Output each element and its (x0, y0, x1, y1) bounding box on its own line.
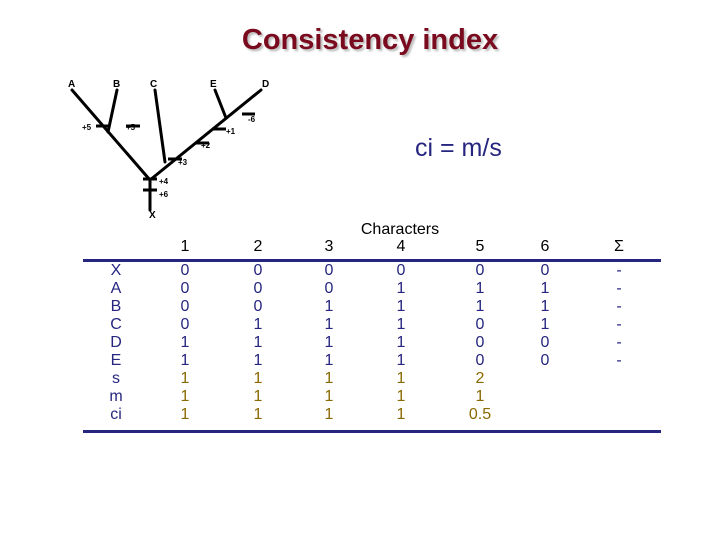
table-cell: 0 (324, 262, 334, 279)
row-label: ci (110, 406, 122, 423)
taxon-label: B (113, 79, 120, 90)
row-label: m (109, 388, 123, 405)
tree-branch-d (148, 88, 263, 182)
table-cell: 1 (396, 316, 406, 333)
characters-label: Characters (360, 221, 440, 238)
table-cell: 1 (180, 334, 190, 351)
table-cell: 1 (540, 316, 550, 333)
table-top-rule (83, 259, 661, 262)
row-label: C (110, 316, 122, 333)
column-header: 3 (324, 238, 334, 255)
table-cell: 0 (180, 280, 190, 297)
table-cell: 0 (540, 262, 550, 279)
table-cell: 0 (396, 262, 406, 279)
table-cell: 1 (180, 352, 190, 369)
table-cell: 1 (540, 298, 550, 315)
row-label: B (110, 298, 122, 315)
table-cell: - (616, 280, 622, 297)
table-cell: 1 (396, 352, 406, 369)
column-header: Σ (614, 238, 624, 255)
table-cell: 0 (540, 334, 550, 351)
table-cell: 1 (540, 280, 550, 297)
column-header: 2 (253, 238, 263, 255)
table-cell: 1 (396, 298, 406, 315)
taxon-label: C (150, 79, 157, 90)
table-cell: 1 (396, 406, 406, 423)
table-cell: 1 (475, 280, 485, 297)
row-label: X (110, 262, 122, 279)
table-cell: 1 (475, 388, 485, 405)
tree-branch-c (153, 88, 167, 164)
column-header: 6 (540, 238, 550, 255)
table-cell: 1 (180, 406, 190, 423)
table-cell: 1 (253, 334, 263, 351)
taxon-label: E (210, 79, 217, 90)
change-label: +6 (159, 190, 169, 199)
table-cell: 1 (180, 370, 190, 387)
taxon-label: D (262, 79, 269, 90)
table-cell: - (616, 352, 622, 369)
table-cell: 0 (253, 280, 263, 297)
change-label: +2 (201, 141, 211, 150)
table-cell: 0 (180, 262, 190, 279)
table-cell: - (616, 298, 622, 315)
table-cell: 1 (253, 316, 263, 333)
table-cell: 1 (396, 280, 406, 297)
table-cell: - (616, 262, 622, 279)
table-cell: 1 (324, 298, 334, 315)
table-cell: 0 (475, 352, 485, 369)
table-cell: 0 (180, 298, 190, 315)
table-cell: 1 (396, 388, 406, 405)
table-cell: 1 (475, 298, 485, 315)
tree-branch-e (213, 88, 228, 120)
table-cell: - (616, 334, 622, 351)
table-cell: 1 (324, 316, 334, 333)
change-label: +5 (126, 123, 136, 132)
phylogenetic-tree: A B C E D X +5 +5 -6 +1 +2 +3 +4 +6 (68, 79, 269, 221)
table-cell: 1 (396, 334, 406, 351)
table-cell: 1 (324, 352, 334, 369)
table-cell: 0 (475, 262, 485, 279)
change-label: +3 (178, 158, 188, 167)
change-label: +4 (159, 177, 169, 186)
row-label: s (112, 370, 120, 387)
table-cell: 0.5 (468, 406, 492, 423)
table-cell: 0 (324, 280, 334, 297)
change-label: +5 (82, 123, 92, 132)
row-label: A (110, 280, 122, 297)
page-title: Consistency index (241, 24, 499, 56)
taxon-label: A (68, 79, 75, 90)
table-cell: 1 (324, 388, 334, 405)
table-cell: - (616, 316, 622, 333)
change-label: +1 (226, 127, 236, 136)
table-cell: 0 (253, 262, 263, 279)
table-cell: 1 (253, 406, 263, 423)
table-cell: 1 (324, 334, 334, 351)
tree-branch-a (70, 88, 152, 182)
table-cell: 1 (180, 388, 190, 405)
table-cell: 1 (253, 352, 263, 369)
column-header: 4 (396, 238, 406, 255)
row-label: E (110, 352, 122, 369)
table-cell: 0 (253, 298, 263, 315)
root-label: X (149, 210, 156, 221)
ci-formula: ci = m/s (415, 134, 502, 162)
column-header: 1 (180, 238, 190, 255)
table-cell: 2 (475, 370, 485, 387)
table-cell: 1 (253, 370, 263, 387)
change-label: -6 (248, 115, 256, 124)
table-cell: 0 (475, 334, 485, 351)
table-cell: 0 (180, 316, 190, 333)
table-cell: 0 (475, 316, 485, 333)
column-header: 5 (475, 238, 485, 255)
table-cell: 1 (324, 406, 334, 423)
row-label: D (110, 334, 122, 351)
table-cell: 0 (540, 352, 550, 369)
table-cell: 1 (324, 370, 334, 387)
table-cell: 1 (396, 370, 406, 387)
table-cell: 1 (253, 388, 263, 405)
table-bottom-rule (83, 430, 661, 433)
